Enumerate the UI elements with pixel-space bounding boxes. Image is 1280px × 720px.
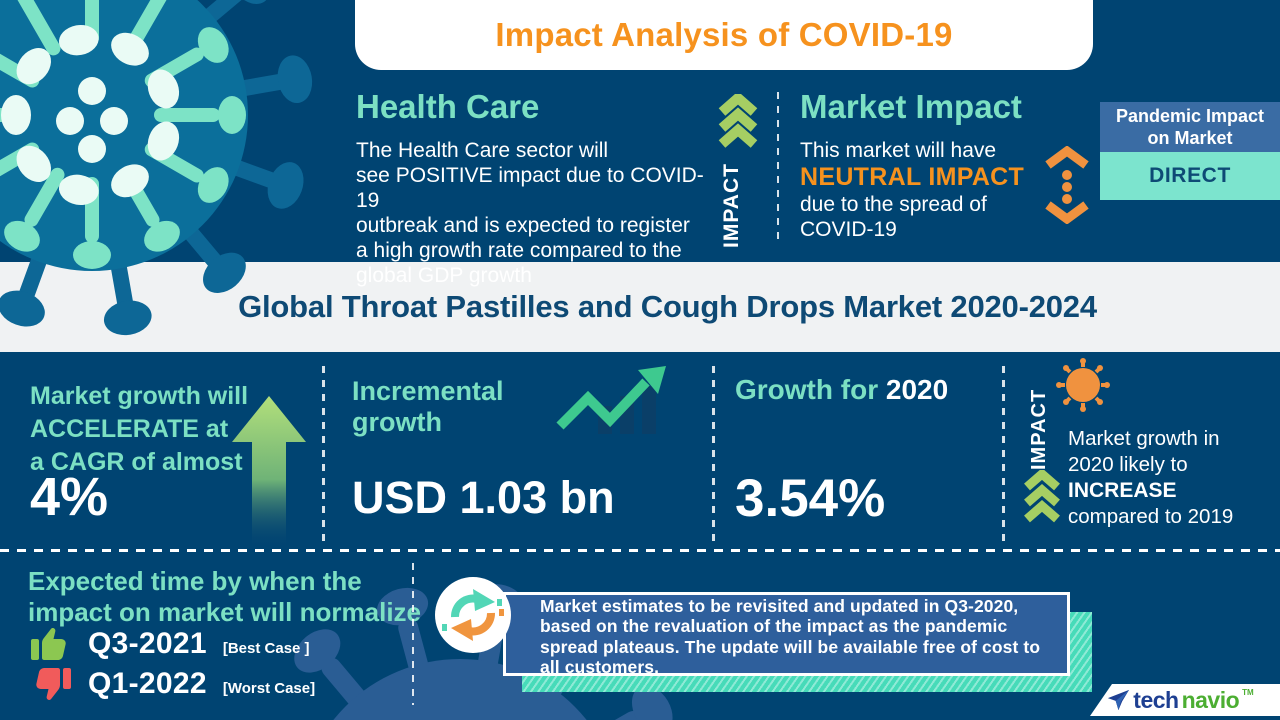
worst-case-row: Q1-2022 [Worst Case] — [30, 666, 315, 702]
neutral-impact-icon — [1045, 146, 1089, 224]
cagr-text: Market growth will ACCELERATE at a CAGR … — [30, 382, 249, 476]
top-banner: Impact Analysis of COVID-19 — [355, 0, 1093, 70]
growth-2020-value: 3.54% — [735, 469, 886, 528]
market-title: Global Throat Pastilles and Cough Drops … — [238, 289, 1097, 324]
badge-title: Pandemic Impact on Market — [1100, 102, 1280, 152]
virus-icon-orange — [1056, 358, 1110, 412]
market-title-band: Global Throat Pastilles and Cough Drops … — [0, 262, 1280, 352]
impact-vertical-label: IMPACT — [1028, 388, 1050, 470]
badge-value: DIRECT — [1100, 152, 1280, 200]
best-case-value: Q3-2021 — [88, 627, 207, 660]
technavio-logo: tech navio TM — [1090, 684, 1280, 716]
market-impact-section: Market Impact This market will have NEUT… — [800, 88, 1060, 242]
market-impact-body: This market will have NEUTRAL IMPACT due… — [800, 138, 1060, 242]
note-text: Market estimates to be revisited and upd… — [540, 595, 1041, 678]
neutral-impact-text: NEUTRAL IMPACT — [800, 163, 1025, 191]
sync-icon — [435, 577, 511, 653]
divider-dashed-vertical — [322, 366, 325, 544]
growth-arrow-icon — [232, 396, 306, 548]
divider-dashed-vertical — [712, 366, 715, 544]
normalize-heading: Expected time by when the impact on mark… — [28, 566, 421, 627]
incremental-growth-heading: Incremental growth — [352, 376, 504, 437]
health-care-section: Health Care The Health Care sector will … — [356, 88, 716, 288]
health-care-heading: Health Care — [356, 88, 540, 125]
divider-dashed-vertical — [777, 92, 779, 244]
logo-text-navio: navio — [1181, 686, 1240, 713]
note-box: Market estimates to be revisited and upd… — [503, 592, 1070, 678]
chevrons-up-icon — [1024, 470, 1060, 523]
growth-2020-label: Growth for 2020 — [735, 374, 949, 405]
impact-vertical-label: IMPACT — [720, 163, 743, 248]
infographic-title: Impact Analysis of COVID-19 — [495, 16, 953, 53]
worst-case-label: [Worst Case] — [222, 679, 316, 697]
divider-dashed-vertical — [1002, 366, 1005, 544]
incremental-growth-value: USD 1.03 bn — [352, 472, 615, 523]
best-case-row: Q3-2021 [Best Case ] — [30, 626, 310, 662]
divider-dashed-vertical — [412, 563, 414, 705]
worst-case-value: Q1-2022 — [88, 667, 207, 700]
best-case-label: [Best Case ] — [222, 639, 310, 657]
paper-plane-icon — [1108, 689, 1130, 711]
thumbs-down-icon — [36, 668, 71, 700]
divider-dashed-horizontal — [0, 549, 1280, 552]
line-chart-arrow-icon — [556, 366, 666, 434]
impact-2020-text: Market growth in 2020 likely to INCREASE… — [1068, 427, 1234, 528]
chevrons-up-icon — [718, 94, 758, 148]
cagr-value: 4% — [30, 467, 109, 527]
thumbs-up-icon — [31, 628, 66, 660]
pandemic-impact-badge: Pandemic Impact on Market DIRECT — [1100, 102, 1280, 200]
health-care-body: The Health Care sector will see POSITIVE… — [356, 139, 704, 287]
logo-text-tech: tech — [1133, 686, 1179, 713]
market-impact-heading: Market Impact — [800, 88, 1022, 125]
logo-trademark: TM — [1242, 688, 1254, 697]
